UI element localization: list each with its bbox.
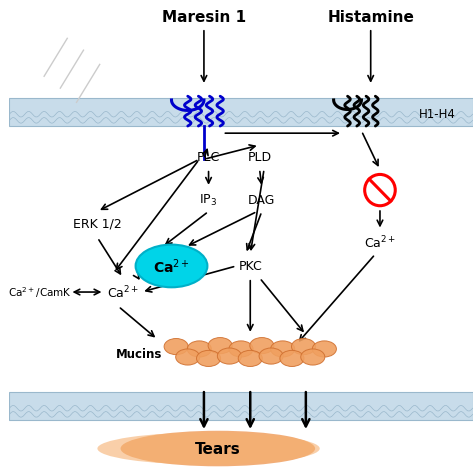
Ellipse shape — [164, 339, 188, 355]
Ellipse shape — [250, 338, 274, 354]
Ellipse shape — [120, 431, 315, 466]
Text: PLC: PLC — [197, 151, 220, 164]
Ellipse shape — [301, 349, 325, 365]
Ellipse shape — [197, 351, 220, 367]
Text: IP$_3$: IP$_3$ — [200, 193, 218, 208]
Ellipse shape — [280, 351, 304, 367]
Ellipse shape — [218, 348, 241, 364]
Circle shape — [365, 175, 395, 206]
Ellipse shape — [271, 341, 295, 357]
Bar — [9, 392, 473, 420]
Text: ERK 1/2: ERK 1/2 — [73, 218, 122, 230]
Text: Ca$^{2+}$: Ca$^{2+}$ — [364, 235, 396, 251]
Ellipse shape — [259, 348, 283, 364]
Bar — [9, 99, 473, 127]
Text: PKC: PKC — [238, 260, 262, 273]
Text: Ca$^{2+}$: Ca$^{2+}$ — [107, 284, 139, 301]
Text: PLD: PLD — [247, 151, 272, 164]
Text: DAG: DAG — [248, 194, 275, 207]
Text: Ca$^{2+}$: Ca$^{2+}$ — [153, 257, 190, 276]
Text: Maresin 1: Maresin 1 — [162, 10, 246, 25]
Ellipse shape — [187, 341, 211, 357]
Ellipse shape — [208, 338, 232, 354]
Ellipse shape — [97, 433, 320, 465]
Ellipse shape — [292, 339, 316, 355]
Ellipse shape — [176, 349, 200, 365]
Ellipse shape — [238, 351, 262, 367]
Ellipse shape — [312, 341, 337, 357]
Ellipse shape — [229, 341, 253, 357]
Ellipse shape — [136, 245, 208, 288]
Text: Tears: Tears — [195, 441, 241, 456]
Text: Histamine: Histamine — [327, 10, 414, 25]
Text: H1-H4: H1-H4 — [419, 108, 456, 120]
Text: Ca$^{2+}$/CamK: Ca$^{2+}$/CamK — [8, 285, 72, 300]
Text: Mucins: Mucins — [116, 347, 162, 360]
